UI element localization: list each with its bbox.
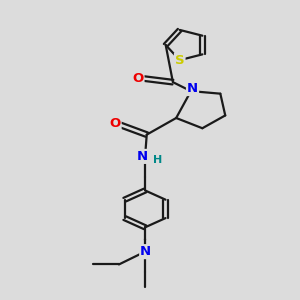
Text: O: O (132, 72, 143, 85)
Text: O: O (110, 117, 121, 130)
Text: N: N (137, 150, 148, 163)
Text: N: N (140, 245, 151, 258)
Text: H: H (153, 155, 162, 165)
Text: N: N (187, 82, 198, 95)
Text: S: S (175, 54, 184, 67)
